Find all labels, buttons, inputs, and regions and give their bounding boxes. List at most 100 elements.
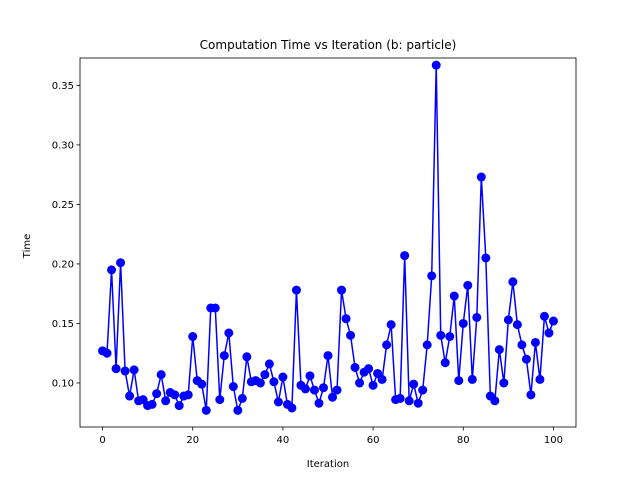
data-point — [170, 390, 180, 400]
data-point — [233, 405, 243, 415]
axes-frame — [79, 57, 577, 428]
data-point — [264, 359, 274, 369]
x-axis-label: Iteration — [307, 459, 349, 470]
data-point — [309, 385, 319, 395]
data-point — [539, 311, 549, 321]
data-point — [499, 378, 509, 388]
y-tick-label: 0.30 — [52, 140, 74, 151]
data-point — [120, 366, 130, 376]
data-point — [548, 316, 558, 326]
data-point — [147, 399, 157, 409]
x-tick-label: 20 — [186, 435, 199, 446]
data-point — [364, 364, 374, 374]
x-tick-label: 40 — [277, 435, 290, 446]
data-point — [152, 389, 162, 399]
data-point — [125, 391, 135, 401]
data-point — [161, 396, 171, 406]
y-tick-label: 0.15 — [52, 319, 74, 330]
data-point — [386, 320, 396, 330]
data-point — [431, 60, 441, 70]
data-point — [467, 374, 477, 384]
data-point — [512, 320, 522, 330]
y-tick-label: 0.35 — [52, 81, 74, 92]
data-point — [291, 285, 301, 295]
data-point — [260, 370, 270, 380]
data-point — [278, 372, 288, 382]
data-point — [436, 330, 446, 340]
data-point — [544, 328, 554, 338]
data-point — [440, 358, 450, 368]
chart-title: Computation Time vs Iteration (b: partic… — [200, 38, 457, 52]
data-point — [526, 390, 536, 400]
data-point — [445, 332, 455, 342]
data-point — [287, 403, 297, 413]
data-point — [481, 253, 491, 263]
data-point — [472, 312, 482, 322]
data-point — [314, 398, 324, 408]
data-point — [418, 385, 428, 395]
data-point — [210, 303, 220, 313]
data-point — [409, 379, 419, 389]
data-point — [494, 345, 504, 355]
data-point — [183, 390, 193, 400]
data-point — [377, 374, 387, 384]
data-point — [346, 330, 356, 340]
data-point — [530, 337, 540, 347]
plot-area — [98, 60, 558, 415]
axes: 0 20 40 60 80 100 0.10 0.15 0.20 0.25 0.30 0.35 — [52, 57, 577, 446]
data-point — [188, 332, 198, 342]
data-point — [116, 258, 126, 268]
data-point — [404, 396, 414, 406]
data-point — [215, 395, 225, 405]
data-point — [242, 352, 252, 362]
data-point — [318, 383, 328, 393]
data-point — [454, 376, 464, 386]
data-point — [219, 351, 229, 361]
data-point — [305, 371, 315, 381]
data-point — [413, 398, 423, 408]
data-point — [174, 401, 184, 411]
data-point — [503, 315, 513, 325]
data-point — [449, 291, 459, 301]
data-point — [197, 379, 207, 389]
data-point — [350, 362, 360, 372]
data-point — [490, 396, 500, 406]
y-axis-label: Time — [22, 234, 33, 259]
data-point — [273, 397, 283, 407]
data-point — [508, 277, 518, 287]
data-point — [535, 374, 545, 384]
data-point — [458, 318, 468, 328]
data-point — [427, 271, 437, 281]
data-point — [332, 385, 342, 395]
data-point — [323, 351, 333, 361]
data-point — [328, 392, 338, 402]
data-point — [521, 354, 531, 364]
x-tick-label: 100 — [544, 435, 563, 446]
data-point — [269, 377, 279, 387]
x-tick-label: 80 — [457, 435, 470, 446]
data-point — [102, 348, 112, 358]
data-point — [400, 251, 410, 261]
data-point — [111, 364, 121, 374]
data-point — [300, 384, 310, 394]
data-point — [337, 285, 347, 295]
data-point — [237, 393, 247, 403]
data-point — [156, 370, 166, 380]
y-tick-label: 0.10 — [52, 378, 74, 389]
data-point — [341, 314, 351, 324]
data-point — [107, 265, 117, 275]
data-point — [373, 368, 383, 378]
data-point — [463, 280, 473, 290]
x-tick-label: 0 — [99, 435, 105, 446]
data-point — [368, 380, 378, 390]
data-point — [255, 378, 265, 388]
y-tick-label: 0.25 — [52, 200, 74, 211]
x-tick-label: 60 — [367, 435, 380, 446]
data-point — [228, 382, 238, 392]
data-point — [422, 340, 432, 350]
data-point — [138, 395, 148, 405]
y-tick-label: 0.20 — [52, 259, 74, 270]
data-point — [355, 378, 365, 388]
